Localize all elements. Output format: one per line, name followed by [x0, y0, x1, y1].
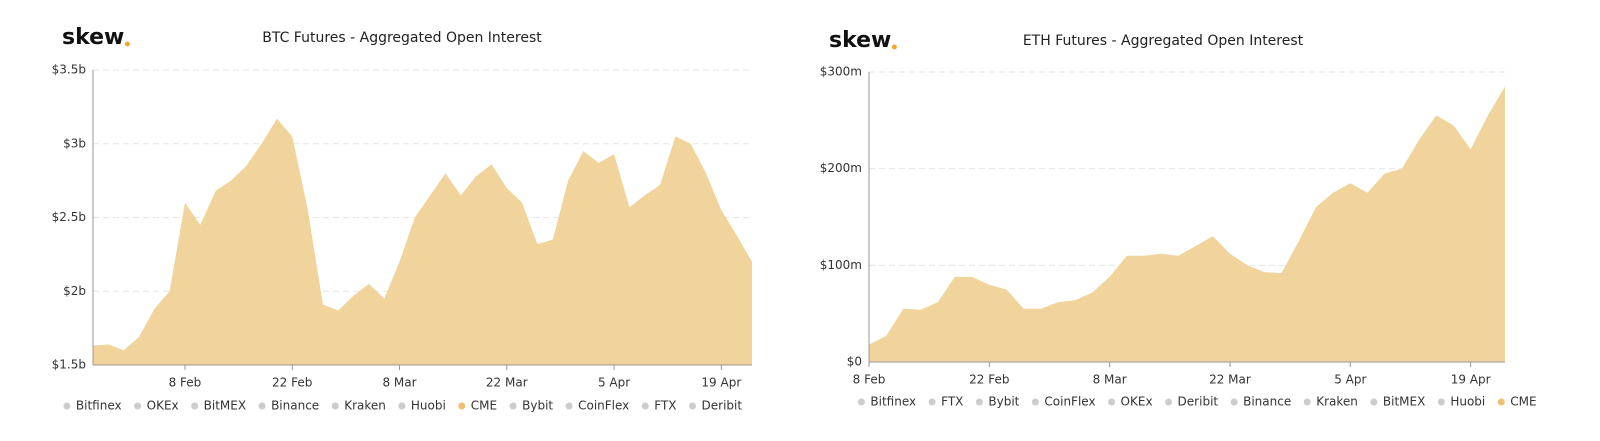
y-tick-label: $1.5b [52, 358, 86, 372]
area [869, 86, 1505, 362]
x-tick-label: 8 Feb [853, 373, 886, 387]
legend-marker [975, 398, 983, 406]
legend-marker [641, 402, 649, 410]
x-tick-label: 22 Feb [272, 376, 312, 390]
legend-marker [1108, 398, 1116, 406]
legend-label[interactable]: CME [471, 399, 497, 413]
y-tick-label: $3b [63, 136, 86, 150]
legend-marker [857, 398, 865, 406]
chart-title: BTC Futures - Aggregated Open Interest [262, 30, 542, 46]
legend-marker [565, 402, 573, 410]
y-tick-label: $100m [820, 258, 862, 272]
legend-marker [928, 398, 936, 406]
legend-marker [191, 402, 199, 410]
legend: Bitfinex OKEx BitMEX Binance Kraken Huobi CME B… [63, 399, 742, 413]
legend-label[interactable]: Deribit [702, 399, 743, 413]
legend: Bitfinex FTX Bybit CoinFlex OKEx Deribit Binan… [857, 395, 1537, 409]
legend-label[interactable]: Kraken [344, 399, 386, 413]
legend-marker [258, 402, 266, 410]
legend-label[interactable]: OKEx [1121, 395, 1153, 409]
legend-label[interactable]: Binance [271, 399, 319, 413]
legend-label[interactable]: FTX [941, 395, 963, 409]
legend-marker [689, 402, 697, 410]
legend-label[interactable]: CoinFlex [1044, 395, 1095, 409]
legend-marker [1370, 398, 1378, 406]
x-tick-label: 5 Apr [598, 376, 630, 390]
y-tick-label: $0 [847, 355, 862, 369]
legend-marker [458, 402, 466, 410]
x-tick-label: 8 Feb [169, 376, 202, 390]
legend-marker [1303, 398, 1311, 406]
y-tick-label: $200m [820, 161, 862, 175]
legend-label[interactable]: OKEx [147, 399, 179, 413]
legend-label[interactable]: Bitfinex [870, 395, 916, 409]
legend-label[interactable]: Bybit [522, 399, 553, 413]
legend-marker [1031, 398, 1039, 406]
legend-label[interactable]: CoinFlex [578, 399, 629, 413]
logo: skew [62, 25, 124, 50]
legend-label[interactable]: Huobi [1450, 395, 1485, 409]
legend-label[interactable]: Kraken [1316, 395, 1358, 409]
legend-label[interactable]: Bitfinex [76, 399, 122, 413]
legend-marker [1230, 398, 1238, 406]
legend-marker [134, 402, 142, 410]
legend-label[interactable]: Binance [1243, 395, 1291, 409]
legend-label[interactable]: CME [1510, 395, 1536, 409]
legend-label[interactable]: Huobi [411, 399, 446, 413]
logo-dot [124, 41, 130, 47]
legend-label[interactable]: Deribit [1178, 395, 1219, 409]
x-tick-label: 22 Mar [1209, 373, 1251, 387]
x-tick-label: 22 Mar [486, 376, 528, 390]
logo: skew [829, 28, 891, 53]
chart-title: ETH Futures - Aggregated Open Interest [1023, 33, 1304, 49]
legend-marker [509, 402, 517, 410]
logo-dot [891, 44, 897, 50]
legend-marker [398, 402, 406, 410]
legend-marker [331, 402, 339, 410]
y-tick-label: $3.5b [52, 63, 86, 77]
legend-marker [1497, 398, 1505, 406]
legend-marker [1165, 398, 1173, 406]
y-tick-label: $2b [63, 284, 86, 298]
x-tick-label: 19 Apr [1451, 373, 1491, 387]
x-tick-label: 8 Mar [1093, 373, 1127, 387]
legend-label[interactable]: BitMEX [1383, 395, 1425, 409]
x-tick-label: 19 Apr [701, 376, 741, 390]
area [93, 118, 752, 365]
x-tick-label: 22 Feb [969, 373, 1009, 387]
legend-marker [63, 402, 71, 410]
legend-label[interactable]: Bybit [988, 395, 1019, 409]
legend-label[interactable]: BitMEX [204, 399, 246, 413]
legend-marker [1437, 398, 1445, 406]
y-tick-label: $2.5b [52, 210, 86, 224]
y-tick-label: $300m [820, 65, 862, 79]
x-tick-label: 8 Mar [382, 376, 416, 390]
x-tick-label: 5 Apr [1334, 373, 1366, 387]
legend-label[interactable]: FTX [654, 399, 676, 413]
